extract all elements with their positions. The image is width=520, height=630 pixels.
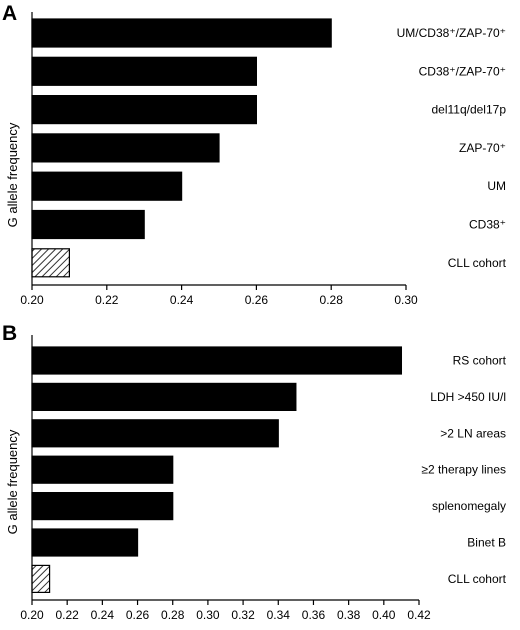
- panel-b-bar-3: [31, 419, 279, 448]
- panel-b-x-tick-label-3: 0.24: [91, 608, 115, 622]
- panel-a-axes: 0.20 0.22 0.24 0.26 0.28 0.30: [20, 12, 418, 307]
- panel-a-x-tick-label-5: 0.28: [320, 293, 344, 307]
- panel-b-bars: [31, 346, 403, 594]
- panel-a-bar-6: [31, 209, 145, 240]
- panel-a-category-label-7: CLL cohort: [448, 256, 507, 270]
- panel-a-bar-5: [31, 171, 183, 201]
- panel-a-category-label-3: del11q/del17p: [431, 103, 506, 117]
- panel-b-bar-1: [31, 346, 403, 375]
- panel-b-category-label-4: ≥2 therapy lines: [421, 463, 506, 477]
- panel-b-axes: 0.20 0.22 0.24 0.26 0.28 0.30 0.32 0.34 0.36 0.38…: [20, 335, 431, 622]
- panel-b-bar-5: [31, 492, 174, 521]
- panel-b-bar-7: [31, 564, 51, 594]
- panel-b-x-tick-label-12: 0.42: [407, 608, 431, 622]
- panel-a-x-tick-label-1: 0.20: [20, 293, 44, 307]
- panel-a: A G allele frequency 0.20 0.22 0.24 0.26 0.2…: [2, 2, 507, 307]
- panel-a-category-label-6: CD38⁺: [469, 218, 506, 232]
- panel-b-x-tick-label-11: 0.40: [372, 608, 396, 622]
- panel-a-bar-4: [31, 133, 220, 163]
- panel-a-category-labels: UM/CD38⁺/ZAP-70⁺ CD38⁺/ZAP-70⁺ del11q/del1…: [397, 26, 507, 270]
- panel-b-x-tick-label-7: 0.32: [231, 608, 255, 622]
- panel-a-bar-1: [31, 18, 332, 48]
- panel-a-category-label-1: UM/CD38⁺/ZAP-70⁺: [397, 26, 506, 40]
- panel-b-x-tick-label-6: 0.30: [196, 608, 220, 622]
- panel-a-bar-3: [31, 94, 257, 125]
- panel-b-bar-2: [31, 382, 297, 411]
- panel-b-category-label-1: RS cohort: [453, 354, 507, 368]
- panel-a-x-tick-label-6: 0.30: [394, 293, 418, 307]
- panel-b-category-label-7: CLL cohort: [448, 572, 507, 586]
- panel-b-bar-6: [31, 528, 139, 557]
- panel-a-category-label-2: CD38⁺/ZAP-70⁺: [419, 64, 506, 78]
- panel-b-category-label-3: >2 LN areas: [440, 426, 506, 440]
- panel-a-y-axis-label: G allele frequency: [5, 122, 20, 227]
- panel-a-letter: A: [2, 2, 17, 25]
- panel-b-y-axis-label: G allele frequency: [5, 429, 20, 534]
- panel-b-category-label-5: splenomegaly: [432, 499, 506, 513]
- panel-b-bar-4: [31, 455, 174, 484]
- panel-b-x-tick-label-8: 0.34: [267, 608, 291, 622]
- panel-a-bars: [31, 18, 332, 278]
- panel-a-x-tick-label-2: 0.22: [95, 293, 119, 307]
- panel-b-x-tick-label-5: 0.28: [161, 608, 185, 622]
- panel-a-x-tick-label-4: 0.26: [245, 293, 269, 307]
- panel-b-x-tick-label-9: 0.36: [302, 608, 326, 622]
- panel-b-x-tick-label-10: 0.38: [337, 608, 361, 622]
- panel-b-category-labels: RS cohort LDH >450 IU/l >2 LN areas ≥2 ther…: [421, 354, 506, 586]
- panel-a-bar-2: [31, 56, 257, 86]
- panel-b-x-tick-label-2: 0.22: [56, 608, 80, 622]
- panel-b-x-tick-label-1: 0.20: [20, 608, 44, 622]
- panel-a-category-label-4: ZAP-70⁺: [459, 141, 506, 155]
- panel-a-bar-7: [31, 248, 71, 278]
- panel-a-x-tick-label-3: 0.24: [170, 293, 194, 307]
- panel-a-category-label-5: UM: [487, 179, 506, 193]
- panel-b-category-label-6: Binet B: [467, 536, 506, 550]
- panel-b-x-tick-label-4: 0.26: [126, 608, 150, 622]
- panel-b-category-label-2: LDH >450 IU/l: [430, 390, 506, 404]
- panel-b-letter: B: [2, 322, 17, 345]
- panel-b: B G allele frequency 0.20 0.22 0.24 0.26 0.2…: [2, 322, 507, 622]
